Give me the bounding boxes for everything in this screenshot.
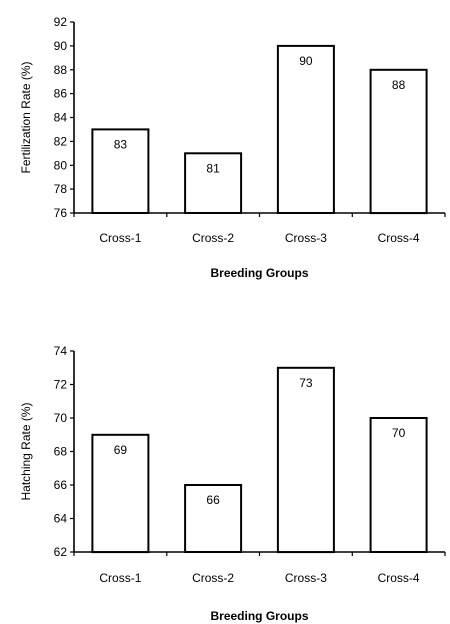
hatching-data-label-2: 66 — [206, 493, 220, 507]
hatching-y-tick-label-62: 62 — [54, 545, 68, 559]
fertilization-y-tick-label-82: 82 — [54, 134, 68, 148]
hatching-data-label-1: 69 — [114, 443, 128, 457]
hatching-y-tick-label-66: 66 — [54, 478, 68, 492]
fertilization-y-tick-label-92: 92 — [54, 15, 68, 29]
fertilization-data-label-2: 81 — [206, 161, 220, 175]
fertilization-y-tick-label-86: 86 — [54, 87, 68, 101]
hatching-x-tick-label-4: Cross-4 — [378, 571, 420, 585]
fertilization-data-label-4: 88 — [392, 78, 406, 92]
hatching-x-tick-label-1: Cross-1 — [99, 571, 141, 585]
fertilization-y-tick-label-90: 90 — [54, 39, 68, 53]
fertilization-x-tick-label-4: Cross-4 — [378, 231, 420, 245]
fertilization-bar-1 — [91, 128, 150, 214]
fertilization-data-label-3: 90 — [299, 54, 313, 68]
fertilization-rate-chart: 83 81 90 88 76 78 80 82 84 86 88 90 92 Cross-1 Cross-2… — [19, 15, 446, 280]
fertilization-x-tick-label-2: Cross-2 — [192, 231, 234, 245]
fertilization-y-tick-label-80: 80 — [54, 158, 68, 172]
fertilization-y-tick-label-78: 78 — [54, 182, 68, 196]
hatching-y-tick-label-74: 74 — [54, 344, 68, 358]
fertilization-y-tick-label-88: 88 — [54, 63, 68, 77]
hatching-y-tick-label-64: 64 — [54, 512, 68, 526]
hatching-y-tick-label-72: 72 — [54, 378, 68, 392]
fertilization-y-tick-label-84: 84 — [54, 111, 68, 125]
hatching-bar-1 — [91, 433, 150, 554]
fertilization-x-tick-label-1: Cross-1 — [99, 231, 141, 245]
fertilization-data-label-1: 83 — [114, 137, 128, 151]
hatching-x-tick-label-3: Cross-3 — [285, 571, 327, 585]
fertilization-y-tick-label-76: 76 — [54, 206, 68, 220]
fertilization-y-axis-title: Fertilization Rate (%) — [19, 61, 33, 173]
fertilization-bar-3 — [276, 44, 335, 215]
hatching-bar-3 — [276, 366, 335, 554]
hatching-y-tick-label-70: 70 — [54, 411, 68, 425]
hatching-bar-2 — [184, 484, 243, 553]
hatching-y-tick-label-68: 68 — [54, 445, 68, 459]
hatching-y-axis-title: Hatching Rate (%) — [19, 402, 33, 500]
hatching-x-axis-title: Breeding Groups — [210, 609, 308, 623]
hatching-data-label-4: 70 — [392, 426, 406, 440]
hatching-rate-chart: 69 66 73 70 62 64 66 68 70 72 74 Cross-1 Cross-2 Cros… — [19, 344, 446, 623]
hatching-data-label-3: 73 — [299, 376, 313, 390]
hatching-x-tick-label-2: Cross-2 — [192, 571, 234, 585]
fertilization-x-axis-title: Breeding Groups — [210, 266, 308, 280]
hatching-bar-4 — [369, 417, 428, 553]
fertilization-x-tick-label-3: Cross-3 — [285, 231, 327, 245]
